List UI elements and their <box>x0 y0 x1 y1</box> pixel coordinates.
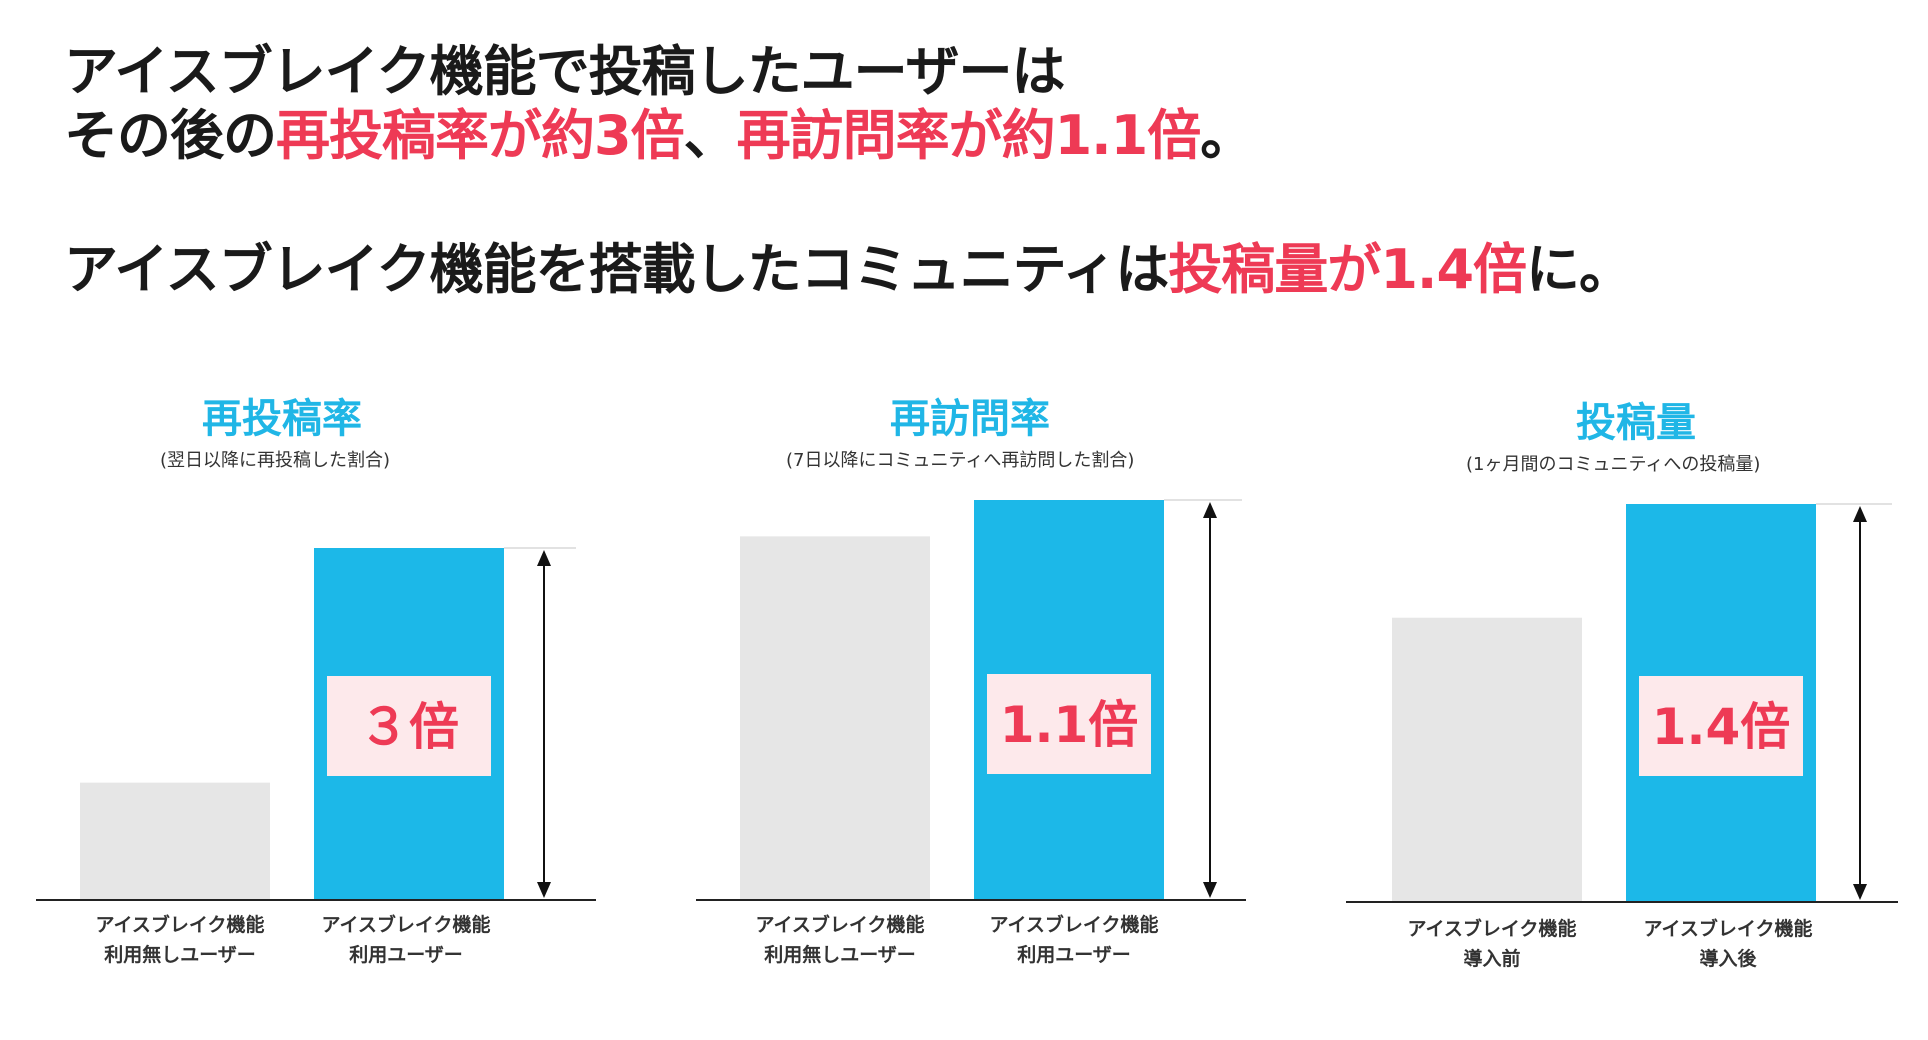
category-label-line: 導入前 <box>1463 948 1521 970</box>
category-label-1: アイスブレイク機能 利用ユーザー <box>306 910 506 970</box>
headline-line-1: アイスブレイク機能で投稿したユーザーは <box>64 40 1066 104</box>
chart-revisit-rate: 再訪問率 (7日以降にコミュニティへ再訪問した割合) 1.1倍 アイスブレイク機… <box>690 380 1270 1000</box>
headline-text: に。 <box>1526 238 1633 301</box>
category-label-1: アイスブレイク機能 導入後 <box>1628 914 1828 974</box>
chart-subtitle: (翌日以降に再投稿した割合) <box>160 450 391 471</box>
headline-text: 。 <box>1200 104 1254 167</box>
multiplier-label: ３倍 <box>359 698 459 756</box>
headline-highlight: 投稿量が1.4倍 <box>1168 238 1527 301</box>
arrow-head-up <box>1203 502 1217 518</box>
category-label-0: アイスブレイク機能 利用無しユーザー <box>80 910 280 970</box>
category-label-1: アイスブレイク機能 利用ユーザー <box>974 910 1174 970</box>
bar-before <box>1392 617 1582 902</box>
headline-highlight: 再投稿率が約3倍 <box>276 104 685 167</box>
chart-subtitle: (1ヶ月間のコミュニティへの投稿量) <box>1466 454 1761 475</box>
chart-post-volume: 投稿量 (1ヶ月間のコミュニティへの投稿量) 1.4倍 アイスブレイク機能 導入… <box>1340 380 1920 1000</box>
multiplier-badge <box>987 674 1151 774</box>
chart-title: 再訪問率 <box>890 396 1050 442</box>
category-label-0: アイスブレイク機能 利用無しユーザー <box>740 910 940 970</box>
category-label-line: アイスブレイク機能 <box>1407 918 1577 940</box>
bar-before <box>80 782 270 900</box>
bar-before <box>740 536 930 900</box>
category-label-line: アイスブレイク機能 <box>321 914 491 936</box>
category-label-line: アイスブレイク機能 <box>755 914 925 936</box>
category-label-line: アイスブレイク機能 <box>95 914 265 936</box>
chart-plot: 1.4倍 <box>1346 503 1898 903</box>
category-label-line: 利用ユーザー <box>349 944 463 966</box>
chart-repost-rate: 再投稿率 (翌日以降に再投稿した割合) ３倍 アイスブレイク機能 利用無しユーザ… <box>30 380 610 1000</box>
multiplier-label: 1.1倍 <box>1000 696 1139 754</box>
headline-line-2: その後の再投稿率が約3倍、再訪問率が約1.1倍。 <box>64 104 1254 168</box>
multiplier-badge <box>327 676 491 776</box>
category-label-0: アイスブレイク機能 導入前 <box>1392 914 1592 974</box>
headline-line-3: アイスブレイク機能を搭載したコミュニティは投稿量が1.4倍に。 <box>64 238 1633 302</box>
chart-title: 再投稿率 <box>202 396 362 442</box>
multiplier-badge <box>1639 676 1803 776</box>
arrow-head-down <box>1853 884 1867 900</box>
headline-text: アイスブレイク機能を搭載したコミュニティは <box>64 238 1169 301</box>
chart-plot: 1.1倍 <box>696 499 1246 901</box>
category-label-line: 利用無しユーザー <box>104 944 256 966</box>
chart-subtitle: (7日以降にコミュニティへ再訪問した割合) <box>786 450 1135 471</box>
arrow-head-up <box>1853 506 1867 522</box>
multiplier-label: 1.4倍 <box>1652 698 1791 756</box>
arrow-head-down <box>537 882 551 898</box>
category-label-line: アイスブレイク機能 <box>1643 918 1813 940</box>
headline-text: 、 <box>683 104 738 167</box>
chart-plot: ３倍 <box>36 547 596 901</box>
category-label-line: 利用ユーザー <box>1017 944 1131 966</box>
headline-text: アイスブレイク機能で投稿したユーザーは <box>64 40 1066 103</box>
headline-highlight: 再訪問率が約1.1倍 <box>736 104 1202 167</box>
arrow-head-up <box>537 550 551 566</box>
category-label-line: 利用無しユーザー <box>764 944 916 966</box>
arrow-head-down <box>1203 882 1217 898</box>
headline-text: その後の <box>64 104 277 167</box>
chart-title: 投稿量 <box>1576 400 1696 446</box>
category-label-line: 導入後 <box>1699 948 1757 970</box>
category-label-line: アイスブレイク機能 <box>989 914 1159 936</box>
